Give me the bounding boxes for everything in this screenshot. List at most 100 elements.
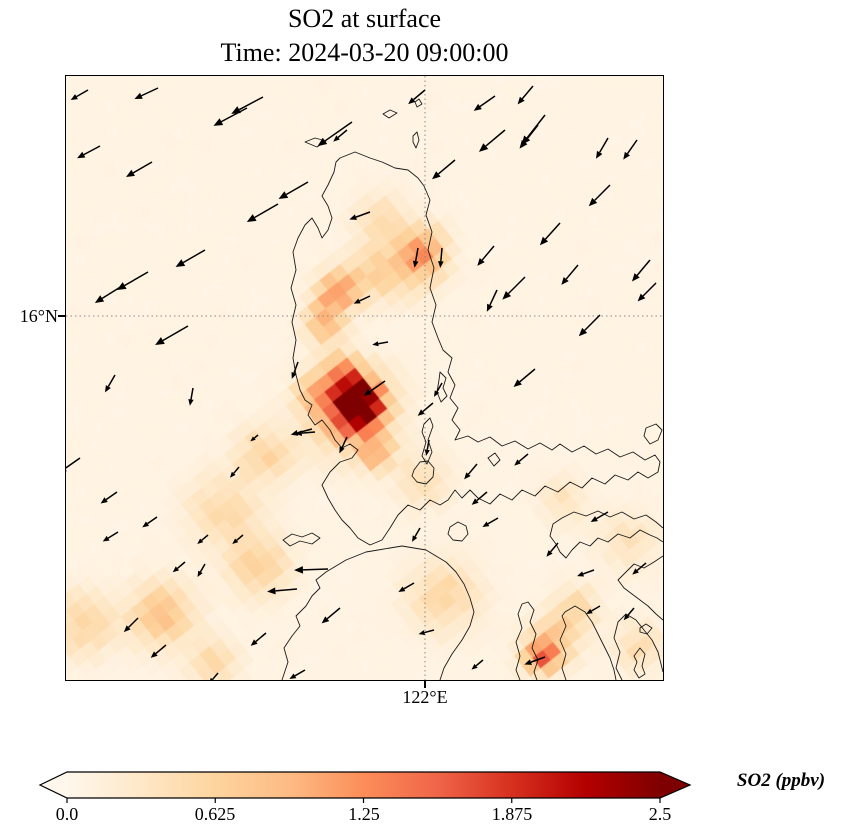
- wind-arrow-head: [290, 429, 299, 436]
- wind-arrow-head: [294, 566, 304, 574]
- wind-arrow-head: [637, 293, 646, 302]
- wind-arrow-head: [586, 608, 593, 614]
- wind-arrow-head: [519, 139, 528, 149]
- colorbar-title: SO2 (ppbv): [736, 770, 826, 791]
- wind-arrow-head: [250, 639, 258, 646]
- coastline-path: [412, 131, 420, 149]
- wind-arrow: [426, 439, 430, 450]
- wind-arrow-head: [295, 430, 302, 436]
- wind-arrow-head: [578, 327, 588, 337]
- wind-arrow: [294, 669, 306, 677]
- wind-arrow-head: [102, 535, 110, 542]
- wind-arrow: [212, 672, 219, 680]
- wind-arrow-head: [197, 538, 204, 544]
- wind-arrow-head: [539, 236, 549, 246]
- coastline-path: [421, 417, 434, 465]
- wind-arrow: [66, 457, 81, 469]
- coastline-path: [281, 545, 475, 680]
- wind-arrow-head: [408, 97, 416, 105]
- wind-arrow: [141, 87, 159, 97]
- wind-arrow-head: [398, 586, 406, 592]
- wind-arrow: [476, 491, 488, 502]
- wind-arrow-head: [175, 259, 186, 267]
- wind-arrow: [549, 542, 559, 553]
- wind-arrow-head: [417, 409, 425, 416]
- wind-arrow: [101, 285, 123, 300]
- wind-arrow: [481, 245, 495, 261]
- wind-arrow-head: [524, 659, 532, 665]
- wind-arrow: [414, 247, 419, 262]
- wind-arrow-head: [514, 459, 521, 466]
- wind-arrow: [359, 295, 371, 302]
- wind-arrow-head: [588, 197, 598, 207]
- wind-arrow-head: [577, 571, 585, 577]
- wind-arrow-head: [473, 103, 482, 111]
- wind-arrow-head: [172, 566, 180, 573]
- wind-arrow-head: [66, 469, 67, 472]
- coastline-path: [282, 532, 321, 547]
- wind-arrow: [636, 562, 647, 572]
- wind-arrow: [437, 159, 456, 175]
- wind-arrow-head: [100, 497, 108, 504]
- wind-arrow-head: [70, 94, 78, 100]
- wind-arrow: [599, 137, 609, 153]
- wind-arrow-head: [126, 169, 135, 177]
- wind-arrow: [182, 249, 206, 264]
- coastline-path: [447, 521, 469, 542]
- wind-arrow: [507, 276, 526, 295]
- wind-arrow: [369, 380, 386, 393]
- wind-arrow: [275, 588, 298, 592]
- wind-arrow-head: [438, 261, 444, 268]
- wind-arrow-head: [188, 398, 194, 406]
- wind-arrow-head: [231, 106, 241, 114]
- wind-arrow-head: [632, 568, 639, 575]
- wind-arrow: [147, 516, 158, 525]
- wind-arrow: [293, 361, 299, 374]
- coastline-path: [436, 371, 448, 403]
- wind-arrow: [201, 534, 209, 541]
- wind-arrow: [485, 129, 506, 147]
- colorbar-under-arrow: [40, 772, 67, 798]
- y-axis-tick-label: 16°N: [19, 306, 58, 326]
- map-plot: [65, 75, 664, 681]
- colorbar: [38, 771, 692, 803]
- wind-arrow: [355, 211, 371, 218]
- colorbar-tick-label-4: 2.5: [648, 804, 672, 824]
- wind-arrow: [162, 325, 189, 342]
- colorbar-tick-label-2: 1.25: [348, 804, 380, 824]
- wind-arrow: [422, 402, 434, 413]
- wind-arrow: [596, 511, 609, 520]
- wind-arrow-head: [197, 570, 203, 577]
- plot-title: SO2 at surface: [287, 4, 442, 33]
- wind-arrow: [467, 463, 478, 475]
- wind-arrow: [642, 282, 657, 297]
- wind-arrow: [530, 656, 546, 663]
- wind-arrow: [199, 563, 206, 573]
- wind-arrow-head: [77, 151, 86, 159]
- wind-arrow: [132, 161, 153, 174]
- wind-arrow-head: [372, 341, 379, 347]
- wind-arrow-head: [339, 446, 345, 454]
- wind-arrow: [594, 184, 611, 201]
- wind-arrow-head: [349, 214, 357, 220]
- wind-arrow-head: [471, 663, 478, 670]
- wind-arrow-head: [333, 135, 340, 142]
- so2-heatmap-canvas: [66, 76, 663, 680]
- wind-arrow: [124, 271, 149, 287]
- wind-arrow-head: [502, 290, 512, 300]
- wind-arrow: [324, 121, 353, 142]
- wind-arrow: [301, 431, 316, 434]
- plot-subtitle: Time: 2024-03-20 09:00:00: [220, 38, 509, 67]
- wind-arrow-head: [478, 143, 489, 152]
- coastline-path: [639, 623, 653, 635]
- wind-arrow-head: [561, 276, 569, 285]
- coastline-path: [549, 510, 663, 559]
- wind-arrow-head: [418, 630, 426, 636]
- wind-arrow: [155, 644, 167, 655]
- wind-arrow-head: [321, 616, 330, 624]
- colorbar-tick-label-1: 0.625: [194, 804, 236, 824]
- wind-arrow-head: [230, 471, 236, 478]
- wind-arrow: [521, 85, 534, 100]
- wind-arrow-head: [317, 137, 328, 147]
